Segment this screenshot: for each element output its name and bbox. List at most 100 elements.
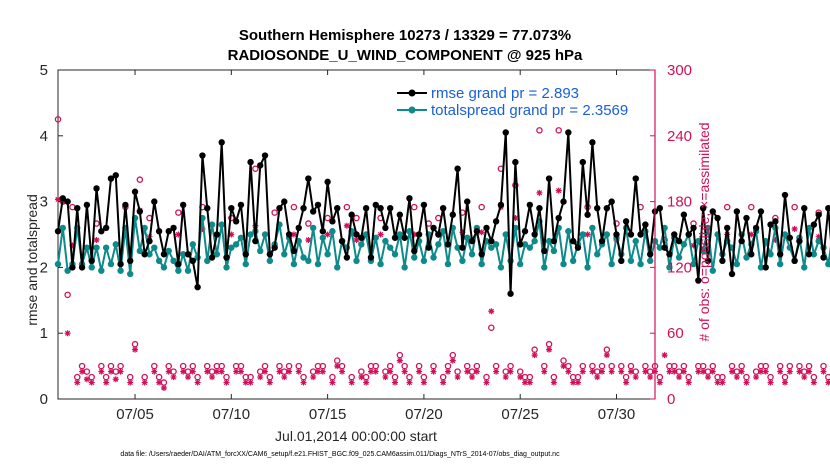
y-left-tick-label: 4 xyxy=(40,128,48,145)
rmse-point xyxy=(594,204,601,212)
spread-point xyxy=(666,264,673,271)
spread-point xyxy=(435,241,442,248)
rmse-point xyxy=(228,204,235,212)
obs-assimilated-marker xyxy=(358,374,365,381)
rmse-point xyxy=(425,244,432,251)
x-axis-label: Jul.01,2014 00:00:00 start xyxy=(275,428,437,444)
obs-assimilated-marker xyxy=(401,368,408,375)
rmse-point xyxy=(699,204,707,212)
spread-point xyxy=(497,264,505,271)
rmse-point xyxy=(406,195,413,202)
rmse-point xyxy=(497,201,505,209)
rmse-point xyxy=(213,231,221,238)
obs-assimilated-marker xyxy=(392,379,399,386)
rmse-point xyxy=(646,251,654,258)
spread-point xyxy=(468,251,476,258)
spread-point xyxy=(102,244,110,251)
obs-assimilated-marker xyxy=(536,189,543,196)
y-right-tick-label: 120 xyxy=(667,259,692,276)
rmse-point xyxy=(507,290,514,297)
rmse-point xyxy=(131,188,139,195)
rmse-point xyxy=(748,251,755,258)
obs-assimilated-marker xyxy=(204,368,211,375)
obs-assimilated-marker xyxy=(343,222,350,229)
rmse-point xyxy=(545,175,553,182)
obs-assimilated-marker xyxy=(719,379,726,386)
rmse-point xyxy=(194,283,201,291)
rmse-point xyxy=(526,201,534,209)
y-left-tick-label: 2 xyxy=(40,259,48,276)
rmse-point xyxy=(247,158,254,166)
rmse-point xyxy=(805,251,813,258)
obs-assimilated-marker xyxy=(363,379,370,386)
obs-assimilated-marker xyxy=(117,368,124,375)
y-right-tick-label: 60 xyxy=(667,325,684,342)
rmse-point xyxy=(396,211,404,218)
rmse-point xyxy=(290,247,298,255)
spread-point xyxy=(372,234,379,241)
spread-point xyxy=(733,260,741,268)
spread-point xyxy=(464,234,471,241)
obs-assimilated-marker xyxy=(656,379,663,386)
spread-point xyxy=(160,264,168,271)
obs-assimilated-marker xyxy=(777,368,784,375)
obs-assimilated-marker xyxy=(290,231,297,238)
spread-point xyxy=(59,224,67,232)
obs-assimilated-marker xyxy=(526,379,533,386)
obs-assimilated-marker xyxy=(64,330,71,337)
obs-assimilated-marker xyxy=(546,346,553,353)
obs-possible-marker xyxy=(54,116,62,123)
spread-point xyxy=(141,224,148,232)
obs-assimilated-marker xyxy=(729,368,736,375)
rmse-point xyxy=(338,237,346,245)
obs-assimilated-marker xyxy=(825,379,830,386)
rmse-point xyxy=(796,237,803,245)
obs-assimilated-marker xyxy=(420,379,427,386)
obs-assimilated-marker xyxy=(83,376,90,383)
rmse-point xyxy=(175,260,182,268)
spread-point xyxy=(261,231,269,238)
obs-assimilated-marker xyxy=(242,379,249,386)
spread-point xyxy=(165,247,172,255)
obs-assimilated-marker xyxy=(213,368,220,375)
rmse-point xyxy=(199,152,206,159)
spread-point xyxy=(439,228,447,235)
rmse-point xyxy=(791,257,798,265)
spread-point xyxy=(83,244,91,251)
rmse-point xyxy=(598,237,606,245)
spread-point xyxy=(329,228,336,235)
rmse-point xyxy=(218,139,225,146)
spread-point xyxy=(516,260,524,268)
obs-assimilated-marker xyxy=(324,231,331,238)
obs-possible-marker xyxy=(136,176,144,183)
rmse-point xyxy=(536,204,543,212)
spread-point xyxy=(656,244,664,251)
x-tick-label: 07/20 xyxy=(405,406,443,423)
obs-assimilated-marker xyxy=(690,242,697,249)
obs-assimilated-marker xyxy=(79,368,86,375)
rmse-point xyxy=(83,201,91,209)
rmse-point xyxy=(666,251,673,258)
spread-point xyxy=(569,257,577,265)
obs-assimilated-marker xyxy=(522,379,529,386)
rmse-point xyxy=(502,129,509,136)
rmse-point xyxy=(584,211,591,218)
obs-assimilated-marker xyxy=(608,368,615,375)
obs-assimilated-marker xyxy=(372,368,379,375)
obs-assimilated-marker xyxy=(329,379,336,386)
spread-point xyxy=(112,241,119,248)
spread-point xyxy=(189,241,197,248)
rmse-point xyxy=(661,244,668,251)
rmse-point xyxy=(786,234,794,241)
spread-point xyxy=(488,244,495,251)
rmse-point xyxy=(117,260,124,268)
obs-assimilated-marker xyxy=(801,374,808,381)
rmse-point xyxy=(521,228,529,235)
rmse-point xyxy=(420,201,428,209)
obs-assimilated-marker xyxy=(483,379,490,386)
obs-assimilated-marker xyxy=(767,379,774,386)
rmse-point xyxy=(334,204,341,212)
spread-point xyxy=(314,260,322,268)
obs-assimilated-marker xyxy=(704,374,711,381)
rmse-point xyxy=(675,237,683,245)
